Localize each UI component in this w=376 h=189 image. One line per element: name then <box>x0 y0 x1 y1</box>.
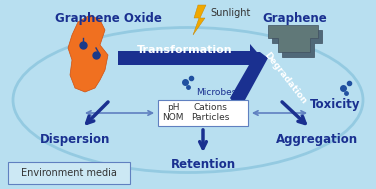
Polygon shape <box>193 5 206 35</box>
Text: Particles: Particles <box>191 114 229 122</box>
Polygon shape <box>230 52 268 105</box>
FancyBboxPatch shape <box>158 100 248 126</box>
Text: Graphene: Graphene <box>262 12 327 25</box>
Polygon shape <box>68 15 108 92</box>
Text: pH: pH <box>167 102 179 112</box>
Text: Sunlight: Sunlight <box>210 8 250 18</box>
Polygon shape <box>118 44 262 72</box>
Text: Dispersion: Dispersion <box>40 133 110 146</box>
Text: Transformation: Transformation <box>137 45 233 55</box>
Polygon shape <box>272 30 322 57</box>
Text: Retention: Retention <box>170 158 235 171</box>
Polygon shape <box>268 25 318 52</box>
Text: Environment media: Environment media <box>21 168 117 178</box>
Text: Toxicity: Toxicity <box>310 98 360 111</box>
Text: NOM: NOM <box>162 114 184 122</box>
Text: Cations: Cations <box>193 102 227 112</box>
Text: Degradation: Degradation <box>262 50 308 106</box>
Text: Aggregation: Aggregation <box>276 133 358 146</box>
FancyBboxPatch shape <box>8 162 130 184</box>
Text: Graphene Oxide: Graphene Oxide <box>55 12 162 25</box>
Text: Microbes: Microbes <box>196 88 237 97</box>
